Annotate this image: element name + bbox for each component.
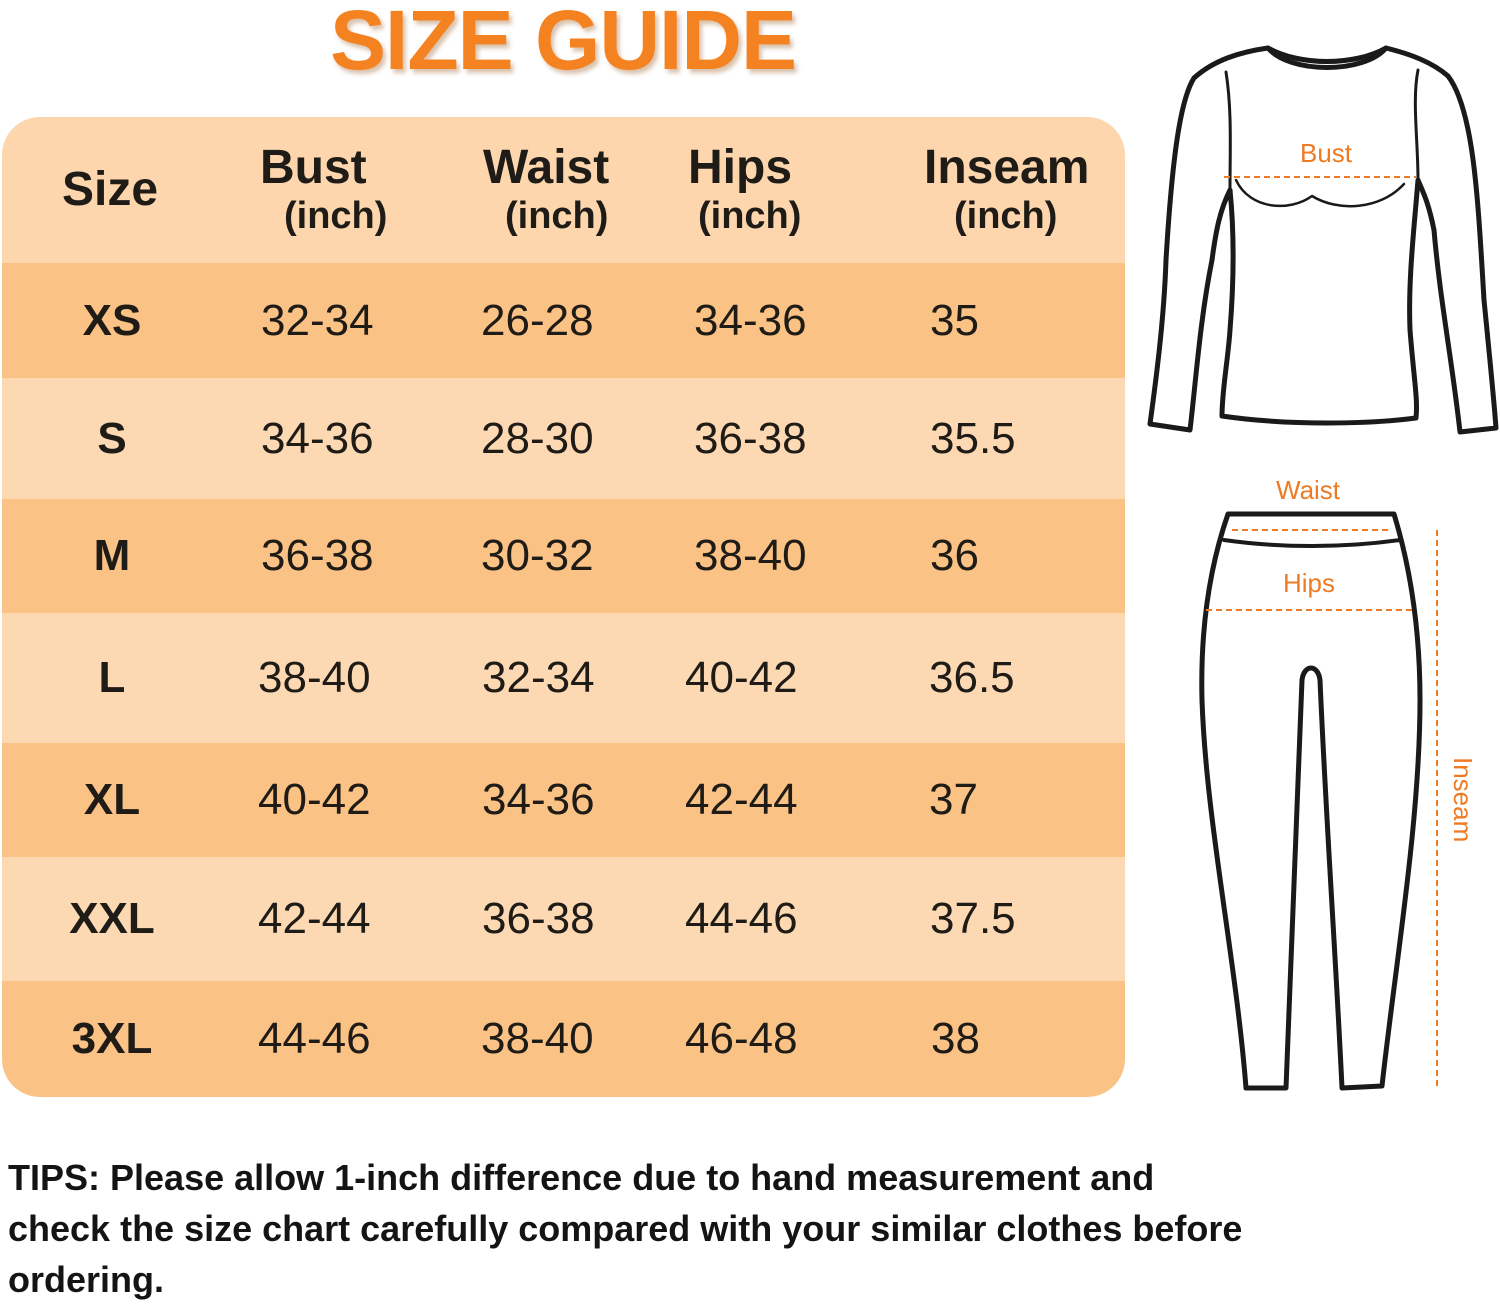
- table-row-s: S 34-36 28-30 36-38 35.5: [2, 378, 1125, 499]
- waist-cell: 34-36: [482, 775, 595, 824]
- leggings-icon: [1199, 511, 1423, 1091]
- header-hips-label: Hips: [688, 141, 793, 194]
- inseam-cell: 35.5: [930, 413, 1016, 463]
- header-size: Size: [62, 117, 222, 263]
- bust-cell: 42-44: [258, 894, 371, 943]
- header-hips-unit: (inch): [698, 195, 802, 237]
- tips-note: TIPS: Please allow 1-inch difference due…: [8, 1157, 1243, 1300]
- header-size-label: Size: [62, 163, 159, 216]
- hips-cell: 34-36: [694, 295, 807, 345]
- waist-label: Waist: [1276, 475, 1341, 505]
- table-row-3xl: 3XL 44-46 38-40 46-48 38: [2, 981, 1125, 1097]
- bust-cell: 32-34: [261, 295, 374, 345]
- inseam-label: Inseam: [1448, 757, 1478, 843]
- hips-cell: 36-38: [694, 413, 807, 463]
- hips-cell: 44-46: [685, 894, 798, 943]
- waist-cell: 30-32: [481, 531, 594, 580]
- inseam-cell: 36: [930, 531, 979, 580]
- bust-label: Bust: [1300, 138, 1353, 168]
- size-cell: XL: [83, 775, 141, 824]
- bust-cell: 34-36: [261, 413, 374, 463]
- hips-cell: 42-44: [685, 775, 798, 824]
- inseam-cell: 36.5: [929, 653, 1015, 702]
- header-waist-label: Waist: [483, 141, 610, 194]
- header-bust-unit: (inch): [284, 195, 388, 237]
- table-row-xl: XL 40-42 34-36 42-44 37: [2, 743, 1125, 857]
- waist-cell: 26-28: [481, 295, 594, 345]
- hips-label: Hips: [1283, 568, 1336, 598]
- header-inseam: Inseam (inch): [924, 117, 1124, 263]
- hips-cell: 38-40: [694, 531, 807, 580]
- inseam-cell: 37: [929, 775, 978, 824]
- inseam-cell: 35: [930, 295, 979, 345]
- table-row-xxl: XXL 42-44 36-38 44-46 37.5: [2, 857, 1125, 981]
- waist-cell: 28-30: [481, 413, 594, 463]
- size-chart-table: Size Bust (inch) Waist (inch) Hips (inch…: [2, 117, 1125, 1097]
- header-bust: Bust (inch): [260, 117, 460, 263]
- size-cell: XS: [82, 295, 142, 345]
- header-bust-label: Bust: [260, 141, 367, 194]
- bust-cell: 44-46: [258, 1014, 371, 1063]
- inseam-cell: 37.5: [930, 894, 1016, 943]
- table-row-m: M 36-38 30-32 38-40 36: [2, 499, 1125, 613]
- size-cell: XXL: [69, 894, 155, 943]
- waist-cell: 36-38: [482, 894, 595, 943]
- size-cell: S: [97, 413, 127, 463]
- header-waist-unit: (inch): [505, 195, 609, 237]
- size-cell: 3XL: [71, 1014, 153, 1063]
- size-cell: L: [98, 653, 126, 702]
- size-cell: M: [93, 531, 131, 580]
- long-sleeve-top-icon: [1147, 45, 1499, 435]
- bust-cell: 38-40: [258, 653, 371, 702]
- bust-cell: 36-38: [261, 531, 374, 580]
- hips-cell: 46-48: [685, 1014, 798, 1063]
- table-header-row: Size Bust (inch) Waist (inch) Hips (inch…: [2, 117, 1125, 263]
- header-inseam-label: Inseam: [924, 141, 1090, 194]
- bust-cell: 40-42: [258, 775, 371, 824]
- hips-cell: 40-42: [685, 653, 798, 702]
- table-row-xs: XS 32-34 26-28 34-36 35: [2, 263, 1125, 378]
- page-title: SIZE GUIDE: [330, 0, 797, 87]
- header-waist: Waist (inch): [483, 117, 683, 263]
- inseam-cell: 38: [931, 1014, 980, 1063]
- header-hips: Hips (inch): [688, 117, 888, 263]
- waist-cell: 32-34: [482, 653, 595, 702]
- header-inseam-unit: (inch): [954, 195, 1058, 237]
- waist-cell: 38-40: [481, 1014, 594, 1063]
- table-row-l: L 38-40 32-34 40-42 36.5: [2, 613, 1125, 743]
